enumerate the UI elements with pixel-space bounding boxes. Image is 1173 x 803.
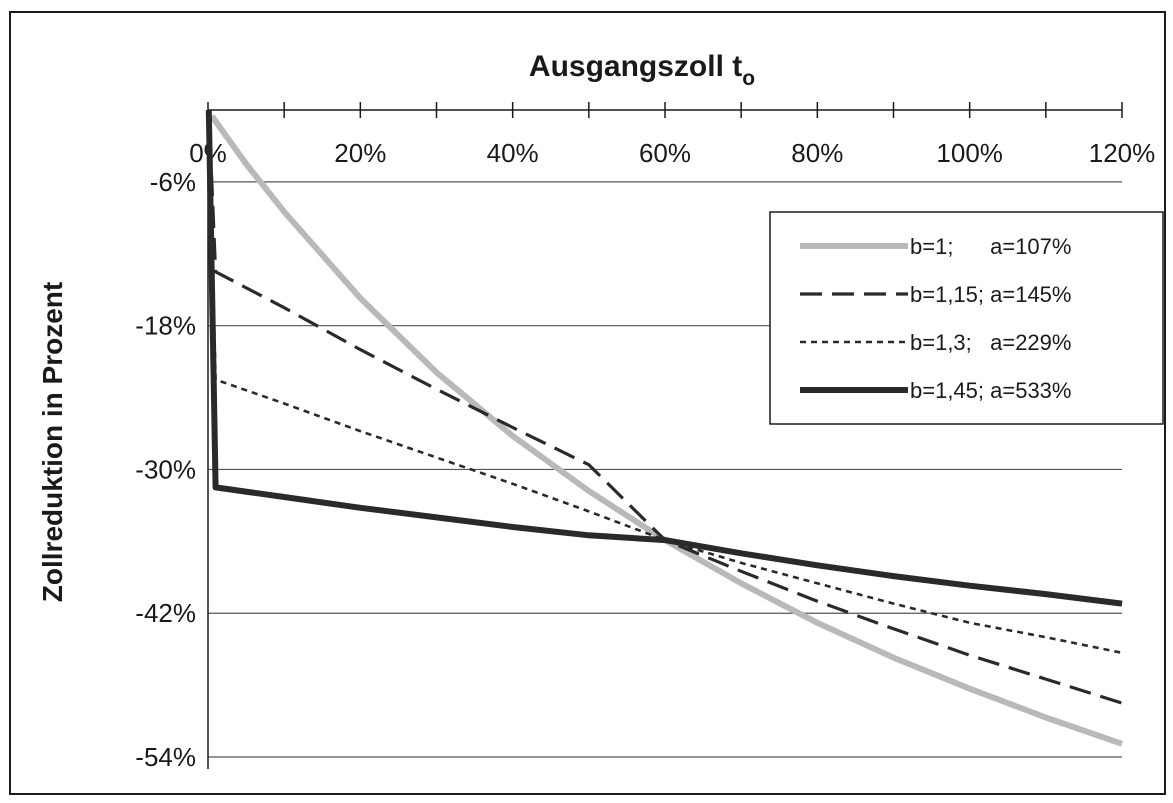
y-tick-label: -18% <box>135 311 196 341</box>
x-tick-label: 60% <box>639 138 691 168</box>
x-tick-label: 40% <box>487 138 539 168</box>
series-lines <box>205 109 1123 747</box>
x-tick-label: 120% <box>1089 138 1156 168</box>
x-tick-label: 20% <box>334 138 386 168</box>
y-tick-label: -6% <box>150 167 196 197</box>
chart-title-text: Ausgangszoll t <box>529 50 742 83</box>
series-line-3 <box>207 109 1123 655</box>
legend: b=1; a=107% b=1,15; a=145% b=1,3; a=229% b=… <box>769 211 1164 425</box>
axes: -6%-18%-30%-42%-54%0% 20% 40% 60% 80% 100% 120… <box>135 102 1155 772</box>
y-tick-label: -42% <box>135 598 196 628</box>
chart-title-subscript: o <box>742 67 755 90</box>
legend-label-1: b=1; a=107% <box>910 234 1071 259</box>
legend-label-3: b=1,3; a=229% <box>910 330 1071 355</box>
series-line-4 <box>205 109 1123 607</box>
legend-label-4: b=1,45; a=533% <box>910 378 1071 403</box>
x-tick-label: 100% <box>936 138 1003 168</box>
y-tick-label: -30% <box>135 454 196 484</box>
series-line-2 <box>207 109 1123 705</box>
y-tick-label: -54% <box>135 742 196 772</box>
y-axis-label: Zollreduktion in Prozent <box>37 282 68 602</box>
y-axis-label-group: Zollreduktion in Prozent <box>37 282 68 602</box>
x-tick-label: 80% <box>791 138 843 168</box>
gridlines <box>208 181 1122 758</box>
series-line-1 <box>209 114 1123 747</box>
legend-label-2: b=1,15; a=145% <box>910 282 1071 307</box>
chart-title: Ausgangszoll to <box>529 50 755 90</box>
